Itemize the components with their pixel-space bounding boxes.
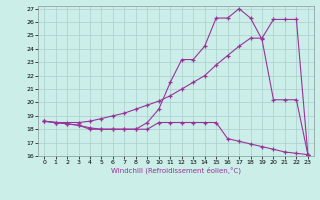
X-axis label: Windchill (Refroidissement éolien,°C): Windchill (Refroidissement éolien,°C) [111, 167, 241, 174]
